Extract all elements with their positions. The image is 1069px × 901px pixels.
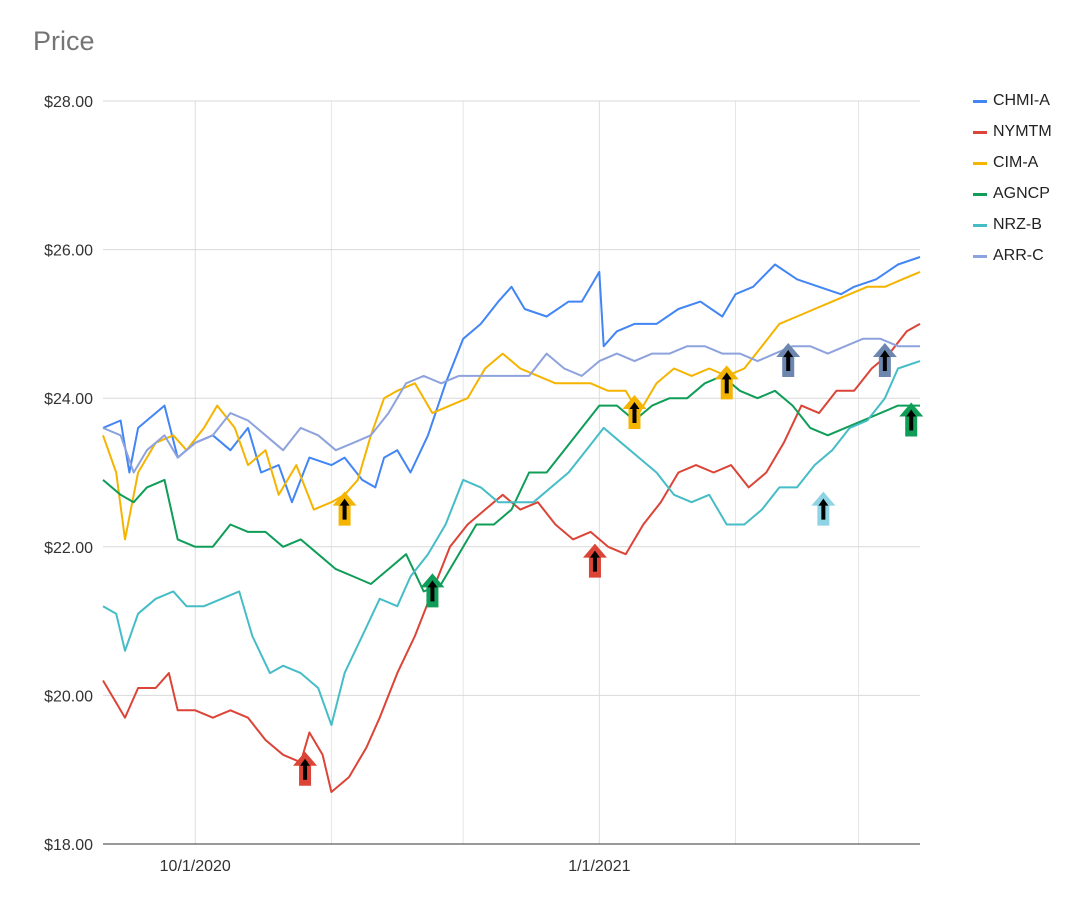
legend-swatch: [973, 99, 987, 103]
annotation-arrow-core: [721, 372, 732, 394]
annotation-arrow-core: [339, 498, 350, 520]
legend-item[interactable]: NYMTM: [973, 122, 1052, 142]
y-tick-label: $20.00: [44, 688, 93, 705]
annotation-arrow: [872, 343, 897, 378]
series-line-cim-a: [102, 270, 921, 541]
annotation-arrow-core: [629, 402, 640, 424]
annotation-arrow: [582, 543, 607, 578]
chart-title: Price: [33, 26, 95, 56]
legend-swatch: [973, 130, 987, 134]
annotation-arrow-core: [589, 550, 600, 572]
legend-label: CIM-A: [993, 154, 1039, 171]
legend-swatch: [973, 223, 987, 227]
legend-item[interactable]: ARR-C: [973, 246, 1044, 266]
annotation-arrow: [293, 751, 318, 786]
legend-item[interactable]: AGNCP: [973, 184, 1050, 204]
x-tick-label: 1/1/2021: [568, 858, 630, 875]
annotation-arrow: [776, 343, 801, 378]
legend-label: CHMI-A: [993, 92, 1050, 109]
legend-label: NRZ-B: [993, 216, 1042, 233]
legend-item[interactable]: CIM-A: [973, 153, 1038, 173]
legend-label: AGNCP: [993, 185, 1050, 202]
annotation-arrow-core: [906, 409, 917, 431]
annotation-arrow: [714, 365, 739, 400]
annotation-arrow-core: [427, 580, 438, 602]
series-line-nymtm: [102, 323, 921, 793]
legend-swatch: [973, 254, 987, 258]
y-tick-label: $24.00: [44, 391, 93, 408]
y-tick-label: $22.00: [44, 540, 93, 557]
series-line-agncp: [102, 374, 920, 593]
y-tick-label: $26.00: [44, 243, 93, 260]
annotation-arrow: [420, 573, 445, 608]
y-tick-label: $18.00: [44, 837, 93, 854]
annotation-arrow: [622, 395, 647, 430]
series-line-chmi-a: [102, 256, 921, 504]
legend-label: NYMTM: [993, 123, 1052, 140]
x-tick-label: 10/1/2020: [160, 858, 231, 875]
legend-swatch: [973, 161, 987, 165]
y-tick-label: $28.00: [44, 94, 93, 111]
annotation-arrow-core: [783, 350, 794, 372]
series-line-nrz-b: [102, 360, 921, 727]
annotation-arrow-core: [818, 498, 829, 520]
legend-item[interactable]: CHMI-A: [973, 91, 1050, 111]
annotation-arrow-core: [300, 758, 311, 780]
legend-swatch: [973, 192, 987, 196]
annotation-arrow: [811, 491, 836, 526]
series-line-arr-c: [102, 337, 920, 474]
legend-item[interactable]: NRZ-B: [973, 215, 1042, 235]
annotation-arrow-core: [879, 350, 890, 372]
annotation-arrow: [899, 402, 924, 437]
legend-label: ARR-C: [993, 247, 1044, 264]
annotation-arrow: [332, 491, 357, 526]
